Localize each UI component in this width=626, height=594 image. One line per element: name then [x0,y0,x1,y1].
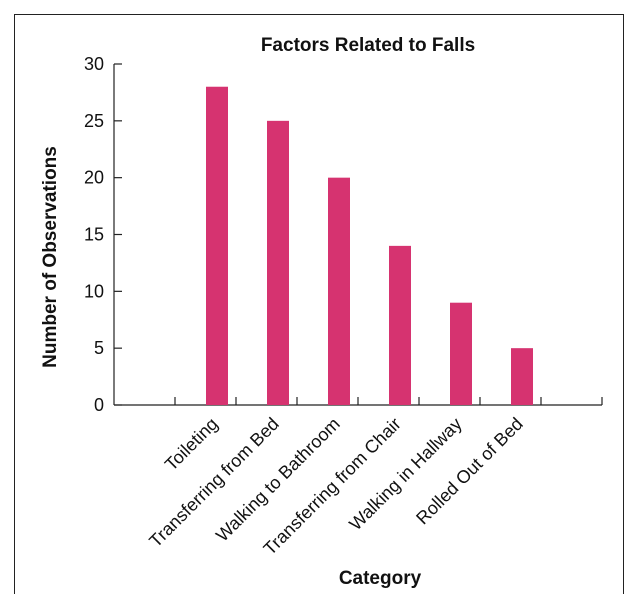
bars [206,86,533,405]
bar [450,302,472,405]
y-tick-label: 20 [84,168,104,188]
bar [511,348,533,405]
y-tick-label: 30 [84,54,104,74]
bar [206,86,228,405]
axes [113,63,603,406]
chart-frame [14,14,624,594]
chart-title: Factors Related to Falls [261,35,475,56]
bar [267,120,289,405]
y-tick-label: 10 [84,281,104,301]
bar [389,245,411,405]
x-tick-label: Toileting [161,414,222,475]
x-tick-label: Walking in Hallway [345,414,465,534]
y-tick-label: 15 [84,225,104,245]
bar [328,177,350,405]
x-tick-label: Rolled Out of Bed [412,414,527,529]
y-tick-label: 0 [94,395,104,415]
x-axis-title: Category [339,568,422,589]
y-tick-label: 5 [94,338,104,358]
y-axis-title: Number of Observations [40,146,61,368]
y-tick-label: 25 [84,111,104,131]
